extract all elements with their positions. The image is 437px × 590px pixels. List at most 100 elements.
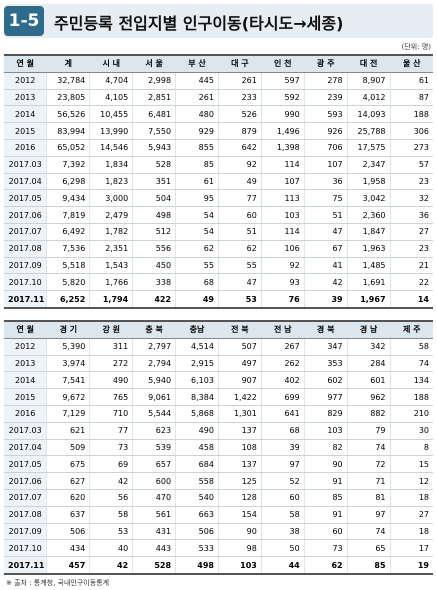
cell: 108 — [217, 439, 262, 457]
row-label: 2013 — [4, 355, 47, 373]
cell: 641 — [260, 405, 305, 423]
row-label: 2017.08 — [4, 506, 47, 524]
cell: 44 — [260, 556, 305, 575]
column-header: 경 남 — [346, 319, 391, 339]
cell: 15 — [389, 455, 433, 474]
cell: 2,851 — [132, 89, 176, 107]
row: 2017.04 6,298 1,823 351 61 49 107 36 1,958 23 — [4, 173, 433, 191]
cell: 1,485 — [346, 257, 391, 275]
column-header: 제 주 — [389, 319, 433, 339]
cell: 5,868 — [175, 405, 219, 423]
cell: 1,782 — [89, 223, 133, 241]
row: 2016 65,052 14,546 5,943 855 642 1,398 706 17,57… — [4, 139, 433, 157]
cell: 91 — [303, 506, 348, 524]
row: 2017.08 7,536 2,351 556 62 62 106 67 1,963 23 — [4, 240, 433, 258]
cell: 65 — [346, 539, 391, 558]
cell: 23 — [389, 240, 433, 258]
cell: 49 — [217, 173, 262, 191]
cell: 7,392 — [46, 156, 90, 174]
cell: 13,990 — [89, 122, 133, 140]
cell: 53 — [89, 523, 133, 541]
cell: 9,672 — [46, 388, 90, 406]
cell: 8,384 — [175, 388, 219, 406]
cell: 38 — [260, 523, 305, 541]
cell: 83,994 — [46, 122, 90, 140]
cell: 25,788 — [346, 122, 391, 140]
cell: 4,012 — [346, 89, 391, 107]
cell: 7,129 — [46, 405, 90, 423]
cell: 72 — [346, 455, 391, 474]
row-label: 2017.10 — [4, 539, 47, 558]
column-header: 전 북 — [217, 319, 262, 339]
cell: 642 — [217, 139, 262, 157]
cell: 5,390 — [46, 338, 90, 356]
cell: 154 — [217, 506, 262, 524]
cell: 539 — [132, 439, 176, 457]
cell: 52 — [260, 472, 305, 490]
column-header: 전 남 — [260, 319, 305, 339]
cell: 54 — [175, 206, 219, 224]
cell: 675 — [46, 455, 90, 474]
cell: 597 — [260, 72, 305, 90]
cell: 592 — [260, 89, 305, 107]
row-label: 2015 — [4, 122, 47, 140]
row: 2013 23,805 4,105 2,851 261 233 592 239 4,012 87 — [4, 89, 433, 107]
cell: 829 — [303, 405, 348, 423]
cell: 506 — [175, 523, 219, 541]
cell: 347 — [303, 338, 348, 356]
cell: 77 — [217, 189, 262, 208]
cell: 27 — [389, 506, 433, 524]
row-label: 2017.03 — [4, 156, 47, 174]
row: 2017.05 9,434 3,000 504 95 77 113 75 3,042 32 — [4, 189, 433, 208]
cell: 10,455 — [89, 105, 133, 124]
cell: 7,541 — [46, 371, 90, 390]
cell: 39 — [303, 290, 348, 309]
cell: 1,967 — [346, 290, 391, 309]
cell: 431 — [132, 523, 176, 541]
cell: 58 — [389, 338, 433, 356]
cell: 623 — [132, 422, 176, 440]
cell: 79 — [346, 422, 391, 440]
cell: 27 — [389, 223, 433, 241]
cell: 85 — [303, 489, 348, 507]
cell: 443 — [132, 539, 176, 558]
column-header: 경 북 — [303, 319, 348, 339]
cell: 68 — [175, 273, 219, 292]
row-label: 2015 — [4, 388, 47, 406]
cell: 7,819 — [46, 206, 90, 224]
cell: 30 — [389, 422, 433, 440]
row: 2015 83,994 13,990 7,550 929 879 1,496 926 25,78… — [4, 122, 433, 140]
cell: 76 — [260, 290, 305, 309]
cell: 3,042 — [346, 189, 391, 208]
cell: 533 — [175, 539, 219, 558]
row-label: 2017.11 — [4, 290, 47, 309]
cell: 450 — [132, 257, 176, 275]
row: 2012 32,784 4,704 2,998 445 261 597 278 8,907 61 — [4, 72, 433, 90]
cell: 497 — [217, 355, 262, 373]
cell: 5,940 — [132, 371, 176, 390]
cell: 2,360 — [346, 206, 391, 224]
cell: 91 — [303, 472, 348, 490]
cell: 75 — [303, 189, 348, 208]
cell: 1,543 — [89, 257, 133, 275]
cell: 36 — [389, 206, 433, 224]
cell: 56,526 — [46, 105, 90, 124]
row-label: 2017.03 — [4, 422, 47, 440]
row-label: 2017.05 — [4, 455, 47, 474]
row-label: 2017.07 — [4, 489, 47, 507]
column-header: 시 내 — [89, 53, 133, 73]
cell: 627 — [46, 472, 90, 490]
row-label: 2017.06 — [4, 472, 47, 490]
cell: 188 — [389, 105, 433, 124]
cell: 77 — [89, 422, 133, 440]
cell: 107 — [303, 156, 348, 174]
column-header: 경 기 — [46, 319, 90, 339]
row: 2017.11 457 42 528 498 103 44 62 85 19 — [4, 556, 433, 575]
cell: 239 — [303, 89, 348, 107]
cell: 6,252 — [46, 290, 90, 309]
cell: 93 — [260, 273, 305, 292]
